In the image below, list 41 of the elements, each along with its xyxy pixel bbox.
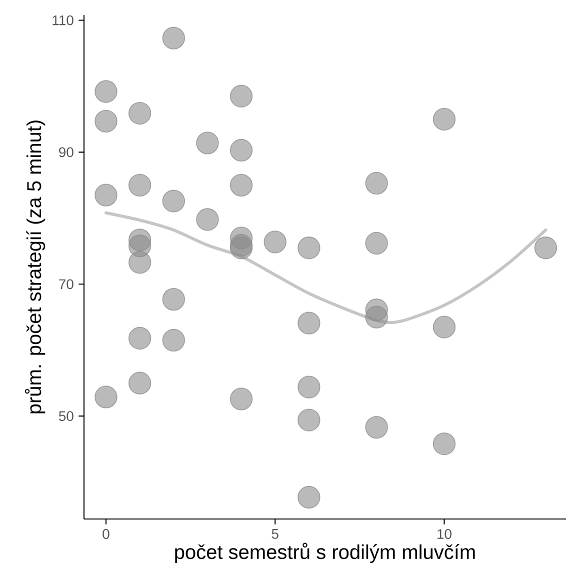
y-axis-title: prům. počet strategií (za 5 minut)	[24, 120, 46, 414]
point	[298, 236, 320, 260]
point	[128, 251, 152, 274]
point	[230, 388, 253, 410]
point	[196, 132, 219, 154]
point	[365, 232, 388, 255]
x-tick-label: 10	[438, 529, 452, 539]
x-tick-label: 0	[102, 529, 110, 539]
point	[94, 386, 118, 408]
point	[432, 432, 456, 456]
point	[365, 172, 388, 195]
point	[365, 306, 388, 328]
point	[298, 408, 320, 432]
y-tick-label: 110	[52, 15, 74, 26]
point	[94, 110, 118, 133]
point	[162, 190, 185, 212]
y-tick-label: 70	[59, 279, 74, 290]
x-axis-title: počet semestrů s rodilým mluvčím	[175, 542, 475, 564]
point	[94, 184, 118, 206]
point	[162, 328, 185, 352]
point	[162, 26, 185, 50]
point	[128, 102, 152, 125]
point	[128, 326, 152, 350]
point	[432, 108, 456, 131]
point	[162, 288, 185, 311]
point	[230, 84, 253, 108]
point	[432, 316, 456, 338]
point	[298, 486, 320, 509]
point	[196, 208, 219, 231]
point	[264, 230, 286, 254]
point	[298, 376, 320, 398]
y-tick-label: 50	[58, 411, 74, 422]
point	[365, 416, 388, 439]
point	[128, 174, 152, 197]
x-tick-label: 5	[272, 529, 278, 539]
point	[230, 138, 253, 162]
point	[128, 372, 152, 394]
point	[94, 80, 118, 103]
point	[230, 174, 253, 197]
y-tick-label: 90	[59, 147, 74, 158]
point	[298, 312, 320, 334]
